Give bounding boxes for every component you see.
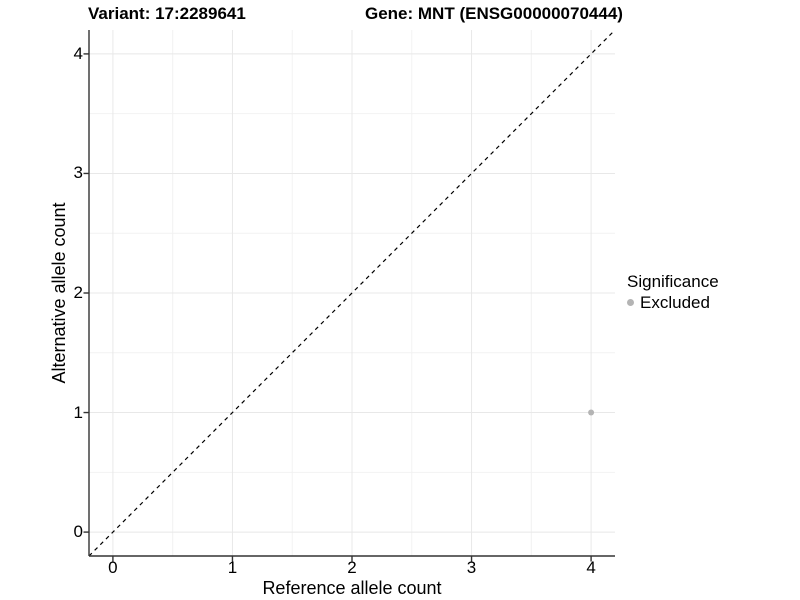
legend-entry-label: Excluded xyxy=(640,293,710,312)
identity-reference-line xyxy=(88,29,616,557)
x-tick-label: 4 xyxy=(586,558,596,577)
x-axis-title: Reference allele count xyxy=(262,578,442,598)
legend-key-dot xyxy=(627,299,634,306)
variant-title: Variant: 17:2289641 xyxy=(88,4,246,23)
y-tick-label: 4 xyxy=(73,43,83,63)
x-tick-label: 0 xyxy=(108,558,118,577)
legend-entry: Excluded xyxy=(627,293,719,312)
data-point xyxy=(588,409,595,416)
x-tick-label: 1 xyxy=(227,558,238,577)
legend: Significance Excluded xyxy=(627,272,719,312)
y-axis-title: Alternative allele count xyxy=(49,202,69,384)
legend-title: Significance xyxy=(627,272,719,291)
y-tick-label: 1 xyxy=(73,402,83,422)
x-tick-label: 3 xyxy=(466,558,477,577)
y-tick-label: 2 xyxy=(73,283,83,302)
y-tick-label: 0 xyxy=(73,522,83,542)
x-tick-label: 2 xyxy=(347,558,357,577)
legend-entries: Excluded xyxy=(627,293,719,312)
y-tick-label: 3 xyxy=(73,163,83,183)
gene-title: Gene: MNT (ENSG00000070444) xyxy=(365,4,623,23)
